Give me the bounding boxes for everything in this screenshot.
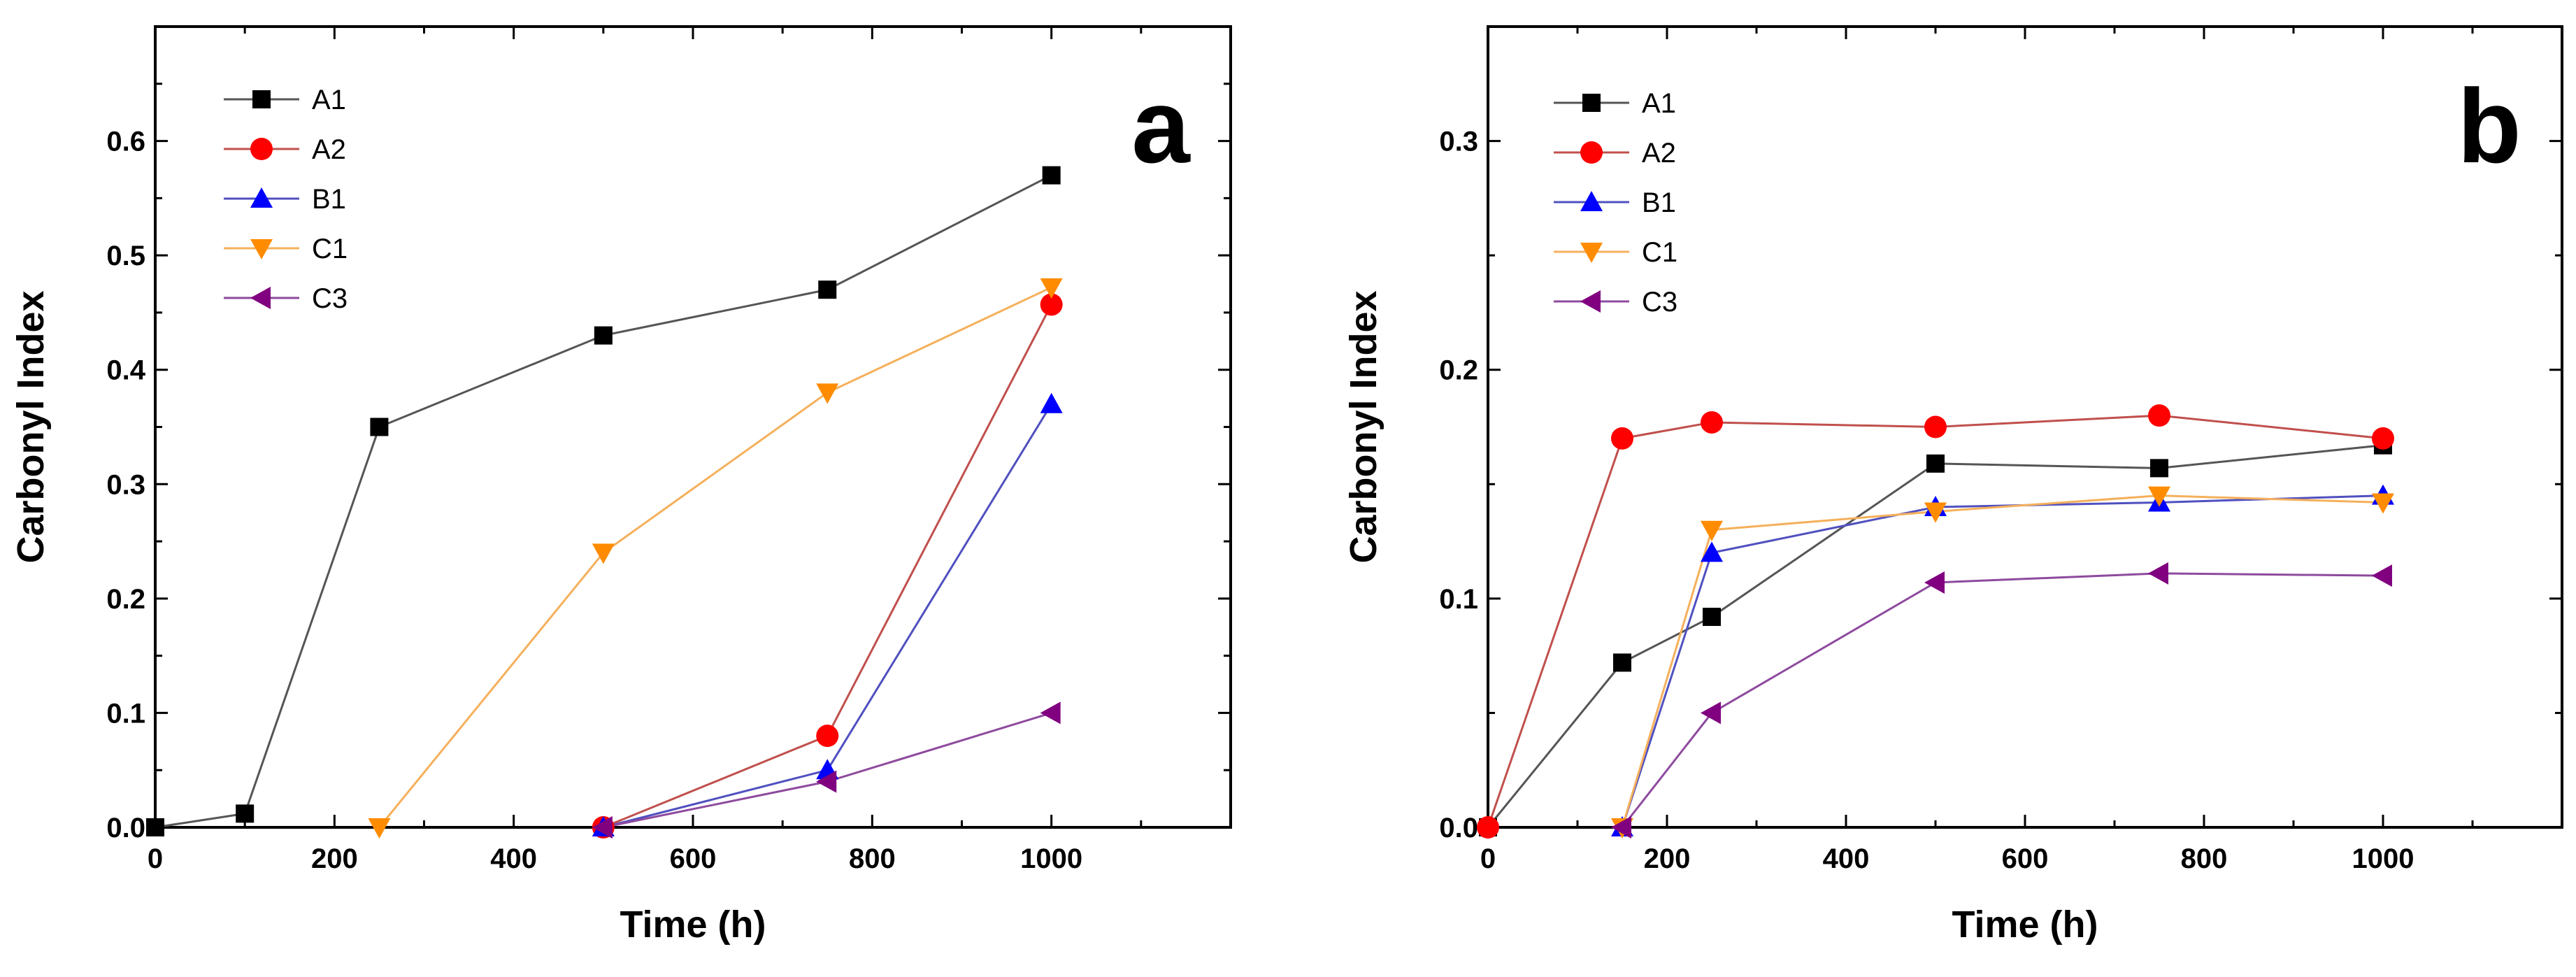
y-tick-label: 0.3 xyxy=(1439,127,1478,157)
y-tick-label: 0.2 xyxy=(106,584,145,615)
x-tick-label: 200 xyxy=(311,843,358,874)
data-point-A2 xyxy=(1611,427,1633,450)
x-axis-title: Time (h) xyxy=(620,904,766,946)
legend-marker-A1 xyxy=(1582,94,1601,112)
chart-panel-a: 0 200 400 600 800 1000 0.0 0.1 0.2 0.3 0.4 0.5 0.6 Ti… xyxy=(10,25,1232,946)
data-point-A2 xyxy=(816,725,839,748)
data-point-C1 xyxy=(1040,278,1063,299)
data-point-C1 xyxy=(2372,493,2394,514)
x-tick-label: 800 xyxy=(2181,843,2228,874)
legend-label-C1: C1 xyxy=(1642,237,1677,268)
x-tick-label: 0 xyxy=(1480,843,1496,874)
data-point-A2 xyxy=(1477,816,1499,839)
legend-label-A1: A1 xyxy=(1642,88,1676,119)
data-point-B1 xyxy=(1040,392,1063,413)
x-tick-label: 600 xyxy=(2002,843,2049,874)
legend-label-A1: A1 xyxy=(312,85,346,115)
panel-letter: a xyxy=(1131,67,1191,185)
legend-marker-C3 xyxy=(250,287,271,309)
data-point-C1 xyxy=(816,383,839,404)
data-point-C3 xyxy=(1040,701,1061,725)
legend-marker-B1 xyxy=(250,187,273,208)
data-point-A1 xyxy=(2150,459,2168,478)
y-tick-label: 0.1 xyxy=(106,698,145,729)
data-point-A1 xyxy=(146,818,164,836)
legend-label-A2: A2 xyxy=(1642,138,1676,169)
data-point-C3 xyxy=(592,816,613,839)
x-tick-label: 200 xyxy=(1644,843,1691,874)
data-point-A1 xyxy=(236,804,255,823)
y-tick-label: 0.1 xyxy=(1439,584,1478,615)
series-line-A1 xyxy=(155,174,1052,829)
legend-marker-B1 xyxy=(1580,191,1603,211)
y-tick-label: 0.0 xyxy=(106,813,145,843)
data-point-C1 xyxy=(1924,502,1947,523)
legend-label-C3: C3 xyxy=(312,283,348,314)
y-tick-label: 0.3 xyxy=(106,469,145,500)
data-point-C1 xyxy=(1701,520,1723,541)
series-line-C3 xyxy=(1621,572,2384,828)
data-point-A1 xyxy=(818,280,837,299)
data-point-C3 xyxy=(1701,701,1721,725)
legend-marker-C1 xyxy=(1580,243,1603,263)
x-tick-label: 400 xyxy=(490,843,537,874)
data-point-C1 xyxy=(2148,486,2170,507)
data-point-A1 xyxy=(370,418,389,436)
data-point-C3 xyxy=(816,770,837,793)
x-tick-label: 1000 xyxy=(2352,843,2414,874)
series-line-A1 xyxy=(1487,444,2384,828)
y-axis-title: Carbonyl Index xyxy=(10,290,52,563)
data-point-A1 xyxy=(1926,454,1945,473)
data-point-C1 xyxy=(592,543,615,564)
y-axis-title: Carbonyl Index xyxy=(1343,290,1384,563)
x-tick-label: 800 xyxy=(849,843,896,874)
legend: A1 A2 B1 C1 C3 xyxy=(224,85,348,314)
chart-panel-b: 0 200 400 600 800 1000 0.0 0.1 0.2 0.3 Time (h) Car… xyxy=(1343,25,2563,946)
data-point-A2 xyxy=(1701,411,1723,434)
x-tick-label: 400 xyxy=(1823,843,1870,874)
legend-marker-A2 xyxy=(250,138,273,160)
data-point-A2 xyxy=(1040,293,1063,316)
y-tick-label: 0.2 xyxy=(1439,355,1478,386)
y-tick-label: 0.6 xyxy=(106,127,145,157)
legend-label-A2: A2 xyxy=(312,134,346,165)
legend-label-B1: B1 xyxy=(1642,187,1676,218)
data-point-A1 xyxy=(1042,166,1061,185)
panel-letter: b xyxy=(2457,67,2521,185)
legend-marker-C1 xyxy=(250,239,273,259)
legend-label-C3: C3 xyxy=(1642,287,1677,318)
series-line-A2 xyxy=(603,304,1052,829)
legend-marker-A2 xyxy=(1580,141,1603,164)
legend-marker-C3 xyxy=(1580,290,1601,313)
data-point-A2 xyxy=(2148,404,2170,427)
data-point-C3 xyxy=(2372,564,2392,587)
data-point-A1 xyxy=(1703,608,1721,627)
data-point-C1 xyxy=(368,818,391,839)
data-point-B1 xyxy=(1701,541,1723,562)
data-point-C3 xyxy=(1924,571,1945,594)
series-line-B1 xyxy=(1621,494,2384,828)
legend-marker-A1 xyxy=(252,90,271,108)
series-line-C1 xyxy=(1621,494,2384,828)
series-line-A2 xyxy=(1487,414,2384,828)
legend: A1 A2 B1 C1 C3 xyxy=(1554,88,1677,318)
data-point-A1 xyxy=(1613,653,1631,672)
x-tick-label: 0 xyxy=(148,843,163,874)
x-axis-title: Time (h) xyxy=(1952,904,2098,946)
x-tick-label: 1000 xyxy=(1020,843,1082,874)
legend-label-B1: B1 xyxy=(312,184,346,215)
legend-label-C1: C1 xyxy=(312,234,348,264)
data-point-A2 xyxy=(2372,427,2394,450)
y-tick-label: 0.5 xyxy=(106,241,145,271)
data-point-A2 xyxy=(1924,415,1947,438)
data-point-C3 xyxy=(2148,562,2168,585)
y-tick-label: 0.0 xyxy=(1439,813,1478,843)
y-tick-label: 0.4 xyxy=(106,355,145,386)
series-line-C1 xyxy=(378,286,1052,828)
data-point-C3 xyxy=(1611,816,1631,839)
data-point-A1 xyxy=(594,326,613,345)
x-tick-label: 600 xyxy=(670,843,717,874)
